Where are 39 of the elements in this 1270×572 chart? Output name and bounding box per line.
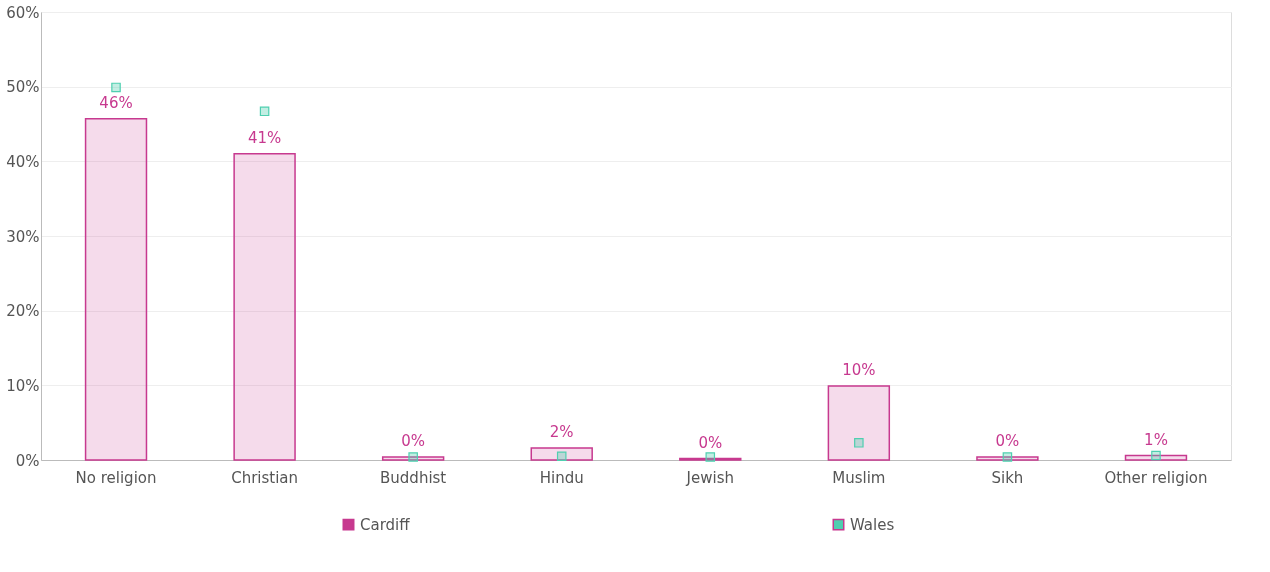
bar [976, 456, 1039, 461]
legend-label: Wales [850, 515, 895, 534]
y-tick-label: 40% [6, 152, 40, 171]
legend-label: Cardiff [360, 515, 411, 534]
data-label: 10% [842, 361, 876, 380]
point [1151, 450, 1161, 461]
y-tick-label: 50% [6, 78, 40, 97]
x-tick-label: Buddhist [380, 468, 447, 487]
bar [233, 153, 296, 461]
bar [827, 385, 891, 461]
y-tick-label: 60% [6, 3, 40, 22]
data-label: 0% [698, 433, 723, 452]
data-label: 0% [995, 432, 1020, 451]
point [1002, 452, 1013, 462]
data-label: 1% [1144, 430, 1168, 449]
x-tick-label: Sikh [991, 468, 1024, 487]
x-tick-label: Muslim [832, 468, 886, 487]
bar [530, 447, 593, 461]
point [854, 438, 864, 448]
x-tick-label: Jewish [685, 468, 734, 487]
y-tick-label: 0% [15, 451, 40, 470]
data-label: 0% [401, 432, 426, 451]
data-label: 46% [99, 93, 133, 112]
y-tick-label: 30% [6, 227, 40, 246]
point [556, 451, 567, 462]
point [408, 452, 418, 462]
data-label: 41% [247, 128, 282, 147]
x-tick-label: Christian [231, 468, 299, 487]
point [259, 106, 270, 117]
point [111, 82, 121, 93]
x-tick-label: No religion [75, 468, 157, 487]
bar [381, 456, 445, 461]
y-tick-label: 20% [6, 302, 40, 321]
point [705, 452, 716, 462]
x-tick-label: Hindu [539, 468, 584, 487]
data-label: 2% [549, 423, 574, 442]
x-tick-label: Other religion [1104, 468, 1208, 487]
y-tick-label: 10% [6, 376, 40, 395]
bar [84, 118, 148, 461]
